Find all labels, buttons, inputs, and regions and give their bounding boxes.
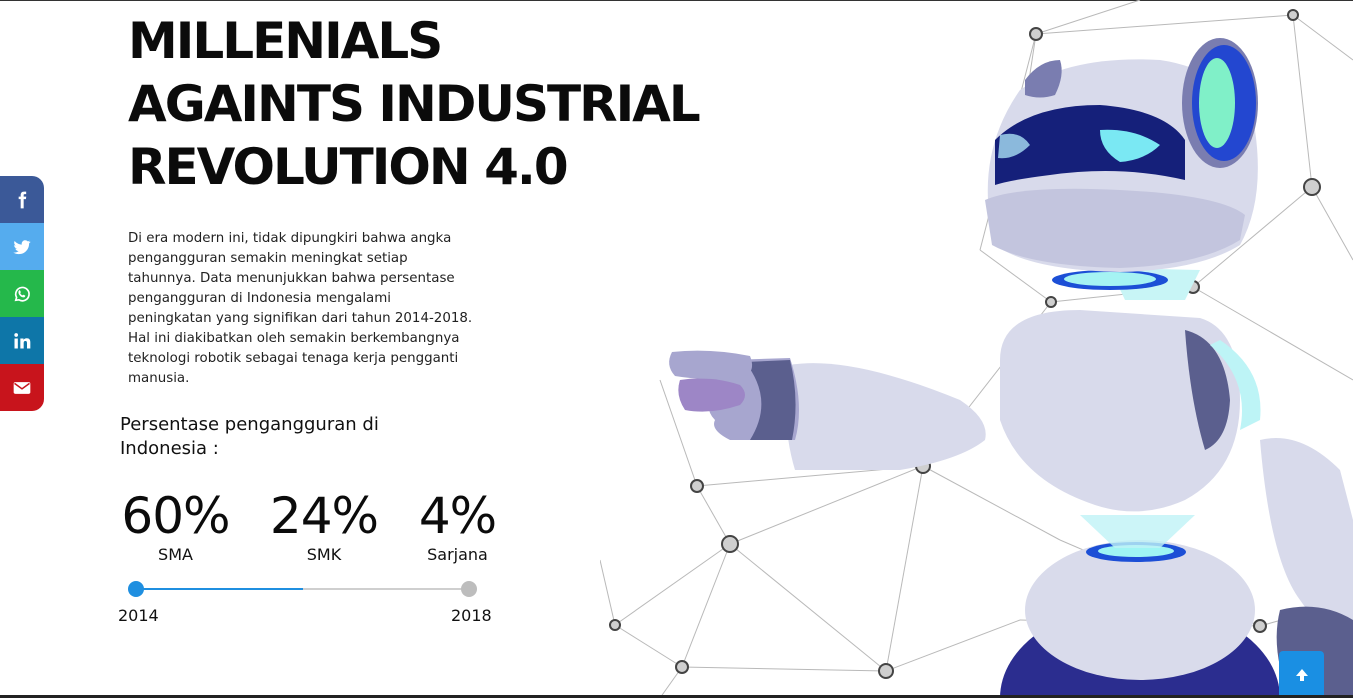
robot-network-illustration (600, 0, 1353, 698)
scroll-to-top-button[interactable] (1279, 651, 1324, 698)
robot-figure (669, 38, 1353, 698)
stat-value: 24% (269, 487, 379, 545)
whatsapp-icon (14, 286, 30, 302)
title-line-3: REVOLUTION 4.0 (128, 138, 569, 196)
facebook-icon (18, 191, 27, 208)
timeline-end-year: 2018 (451, 606, 492, 625)
stats-heading: Persentase pengangguran di Indonesia : (120, 414, 379, 459)
stat-sma: 60% SMA (118, 486, 233, 564)
stat-smk: 24% SMK (268, 486, 380, 564)
share-whatsapp-button[interactable] (0, 270, 44, 317)
email-icon (13, 381, 31, 394)
linkedin-icon (14, 332, 31, 348)
timeline-track (136, 588, 470, 590)
share-twitter-button[interactable] (0, 223, 44, 270)
arrow-up-icon (1295, 668, 1308, 681)
timeline-start-handle[interactable] (128, 581, 144, 597)
bottom-border (0, 695, 1353, 698)
title-line-2: AGAINTS INDUSTRIAL (128, 75, 701, 133)
social-share-bar (0, 176, 44, 411)
top-border (0, 0, 1353, 1)
intro-paragraph: Di era modern ini, tidak dipungkiri bahw… (128, 231, 473, 386)
share-email-button[interactable] (0, 364, 44, 411)
timeline-start-year: 2014 (118, 606, 159, 625)
stat-sarjana: 4% Sarjana (415, 486, 500, 564)
stat-label: SMK (306, 545, 342, 564)
share-linkedin-button[interactable] (0, 317, 44, 364)
timeline-end-handle[interactable] (461, 581, 477, 597)
stat-value: 60% (121, 487, 230, 545)
share-facebook-button[interactable] (0, 176, 44, 223)
twitter-icon (13, 239, 31, 254)
stat-label: SMA (158, 545, 193, 564)
stat-label: Sarjana (427, 545, 488, 564)
stat-value: 4% (418, 487, 497, 545)
page-title: MILLENIALS AGAINTS INDUSTRIAL REVOLUTION… (128, 10, 701, 199)
timeline-progress (136, 588, 303, 590)
title-line-1: MILLENIALS (128, 12, 443, 70)
year-timeline-slider[interactable] (128, 580, 478, 598)
